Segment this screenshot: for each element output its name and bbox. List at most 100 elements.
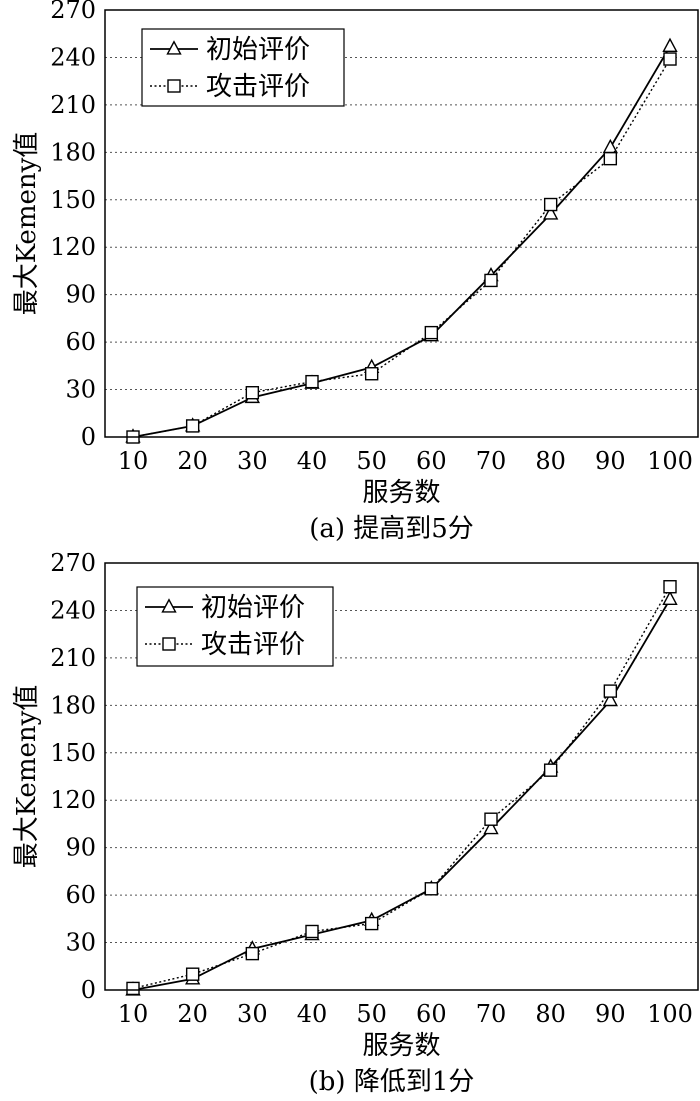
square-marker <box>603 151 618 166</box>
chart-panel-b: 0 30 60 90 120 150 180 210 240 270 10 20 30 40 50 60 70… <box>12 549 699 1097</box>
triangle-marker <box>166 40 182 55</box>
square-marker <box>305 924 319 939</box>
x-axis-title: 服务数 <box>362 478 440 508</box>
square-marker <box>126 981 140 996</box>
square-marker <box>185 967 200 981</box>
square-marker <box>424 325 439 340</box>
legend-box <box>141 28 345 107</box>
x-tick-label: 50 <box>356 1000 387 1028</box>
square-marker <box>663 52 677 66</box>
square-marker <box>543 197 558 212</box>
series-line <box>132 58 671 438</box>
legend-label: 攻击评价 <box>206 72 310 102</box>
x-tick-label: 30 <box>237 447 268 475</box>
x-tick-labels: 10 20 30 40 50 60 70 80 90 100 <box>118 447 693 475</box>
legend: 初始评价 攻击评价 <box>141 28 345 107</box>
y-tick-label: 120 <box>50 786 96 814</box>
square-marker <box>245 386 260 400</box>
y-tick-label: 180 <box>50 691 96 719</box>
y-tick-labels: 0 30 60 90 120 150 180 210 240 270 <box>50 0 96 451</box>
triangle-marker <box>662 37 678 52</box>
x-tick-label: 70 <box>476 1000 507 1028</box>
chart-panel-a: 0 30 60 90 120 150 180 210 240 270 10 20 30 40 50 60 70… <box>12 0 699 544</box>
square-marker <box>245 946 260 961</box>
y-tick-label: 150 <box>50 186 96 214</box>
x-tick-label: 40 <box>297 1000 328 1028</box>
y-tick-label: 30 <box>65 376 96 404</box>
x-tick-label: 10 <box>118 1000 149 1028</box>
panel-caption: (a) 提高到5分 <box>309 514 474 544</box>
x-tick-label: 20 <box>177 1000 208 1028</box>
square-marker <box>543 763 558 777</box>
y-tick-label: 90 <box>65 281 96 309</box>
plot-frame <box>104 9 699 438</box>
x-tick-label: 90 <box>595 1000 626 1028</box>
legend-label: 攻击评价 <box>201 630 305 660</box>
square-marker <box>424 882 439 896</box>
y-tick-label: 270 <box>50 549 96 577</box>
y-tick-label: 180 <box>50 138 96 166</box>
series-layer <box>125 580 678 996</box>
y-tick-labels: 0 30 60 90 120 150 180 210 240 270 <box>50 549 96 1004</box>
series-attack <box>126 52 677 444</box>
x-tick-label: 60 <box>416 447 447 475</box>
square-marker <box>484 273 498 288</box>
x-tick-label: 50 <box>356 447 387 475</box>
triangle-marker <box>161 598 177 613</box>
triangle-marker <box>542 205 559 220</box>
series-line <box>132 586 671 990</box>
series-line <box>132 598 671 991</box>
y-tick-label: 0 <box>81 423 96 451</box>
x-tick-label: 20 <box>177 447 208 475</box>
y-tick-label: 60 <box>65 328 96 356</box>
y-axis-title: 最大Kemeny值 <box>12 685 42 869</box>
triangle-marker <box>483 819 499 835</box>
y-tick-label: 240 <box>50 596 96 624</box>
y-tick-label: 90 <box>65 834 96 862</box>
triangle-marker <box>662 590 678 605</box>
x-tick-label: 100 <box>647 447 693 475</box>
legend-item-attack: 攻击评价 <box>145 630 305 660</box>
y-tick-label: 210 <box>50 91 96 119</box>
y-tick-label: 0 <box>81 976 96 1004</box>
square-marker <box>364 367 379 381</box>
y-tick-label: 30 <box>65 929 96 957</box>
square-marker <box>484 812 498 826</box>
legend-item-attack: 攻击评价 <box>150 72 310 102</box>
grid-lines <box>105 56 698 391</box>
x-tick-label: 40 <box>297 447 328 475</box>
y-tick-label: 120 <box>50 233 96 261</box>
square-marker <box>603 684 618 698</box>
square-marker <box>162 637 176 651</box>
grid-lines <box>105 609 698 944</box>
x-tick-label: 30 <box>237 1000 268 1028</box>
triangle-marker <box>602 138 619 154</box>
legend-item-initial: 初始评价 <box>145 593 305 623</box>
x-axis-title: 服务数 <box>362 1031 440 1061</box>
square-marker <box>364 916 379 931</box>
x-tick-label: 80 <box>535 1000 566 1028</box>
legend-label: 初始评价 <box>206 35 310 65</box>
legend: 初始评价 攻击评价 <box>136 586 334 667</box>
y-tick-label: 210 <box>50 644 96 672</box>
x-tick-label: 80 <box>535 447 566 475</box>
legend-item-initial: 初始评价 <box>150 35 310 65</box>
x-tick-label: 10 <box>118 447 149 475</box>
series-attack <box>126 580 677 996</box>
y-tick-label: 240 <box>50 43 96 71</box>
y-tick-label: 150 <box>50 739 96 767</box>
x-tick-label: 90 <box>595 447 626 475</box>
triangle-marker <box>602 691 619 707</box>
x-tick-label: 60 <box>416 1000 447 1028</box>
panel-caption: (b) 降低到1分 <box>309 1067 475 1097</box>
x-tick-label: 70 <box>476 447 507 475</box>
square-marker <box>663 580 677 594</box>
x-tick-labels: 10 20 30 40 50 60 70 80 90 100 <box>118 1000 693 1028</box>
legend-label: 初始评价 <box>201 593 305 623</box>
y-tick-label: 270 <box>50 0 96 24</box>
square-marker <box>167 79 181 93</box>
square-marker <box>185 419 200 433</box>
y-tick-label: 60 <box>65 881 96 909</box>
x-tick-label: 100 <box>647 1000 693 1028</box>
